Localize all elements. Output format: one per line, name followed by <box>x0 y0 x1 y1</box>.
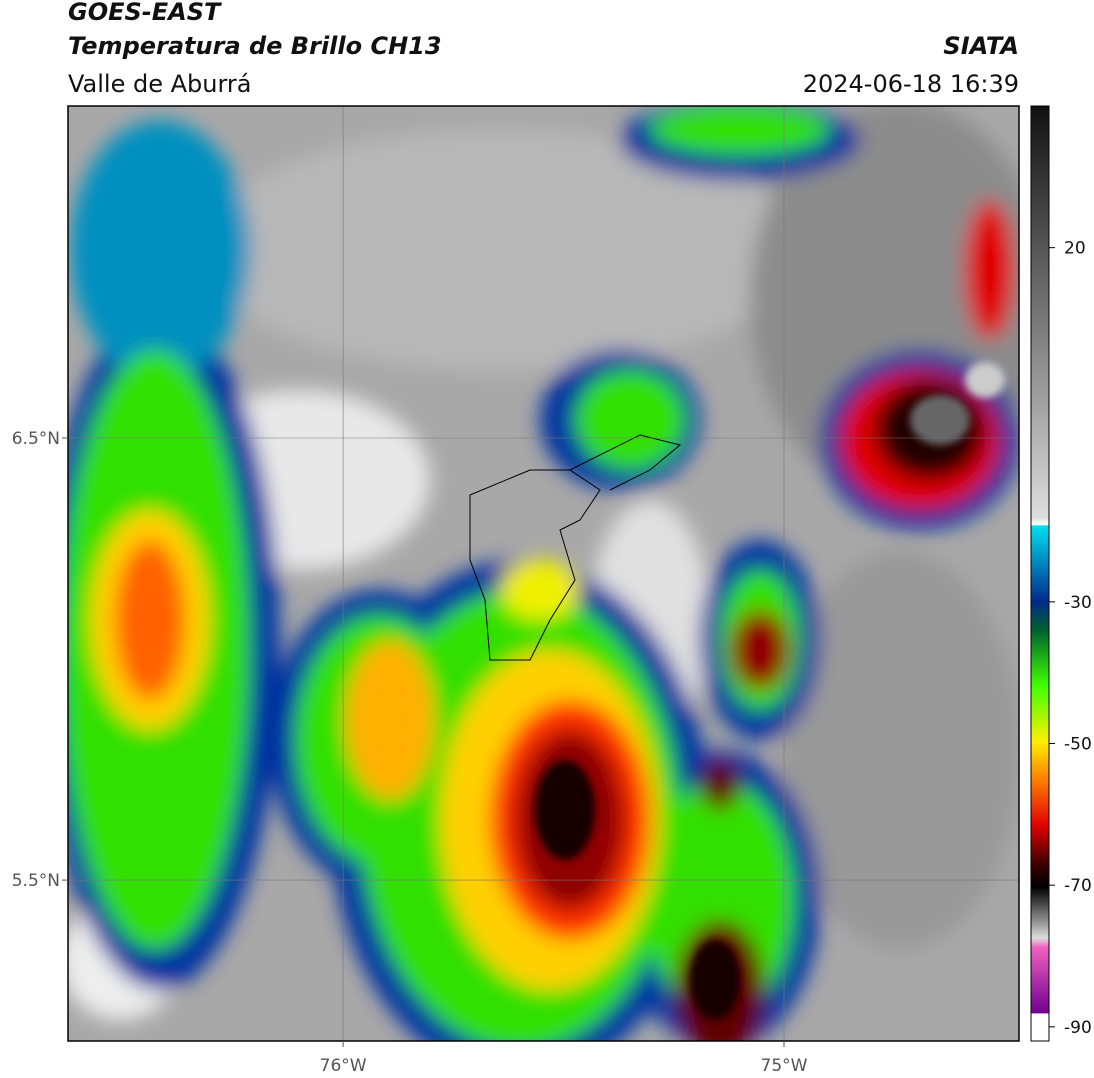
datetime: 2024-06-18 16:39 <box>803 70 1019 98</box>
map-frame <box>67 105 1020 1042</box>
colorbar <box>1030 105 1050 1042</box>
source: SIATA <box>943 32 1019 60</box>
colorbar-tick-label: -70 <box>1064 876 1092 896</box>
graticule <box>68 106 1019 1041</box>
colorbar-tick-label: -90 <box>1064 1018 1092 1038</box>
colorbar-tick-label: 20 <box>1064 239 1086 259</box>
title: GOES-EAST <box>68 0 222 26</box>
colorbar-tick-label: -50 <box>1064 735 1092 755</box>
y-tick-label: 5.5°N <box>12 871 60 891</box>
subtitle: Temperatura de Brillo CH13 <box>68 32 442 60</box>
y-tick-label: 6.5°N <box>12 429 60 449</box>
map-image <box>68 106 1019 1041</box>
region: Valle de Aburrá <box>68 70 252 98</box>
x-tick-label: 76°W <box>320 1056 367 1076</box>
colorbar-tick-label: -30 <box>1064 593 1092 613</box>
x-tick-label: 75°W <box>761 1056 808 1076</box>
